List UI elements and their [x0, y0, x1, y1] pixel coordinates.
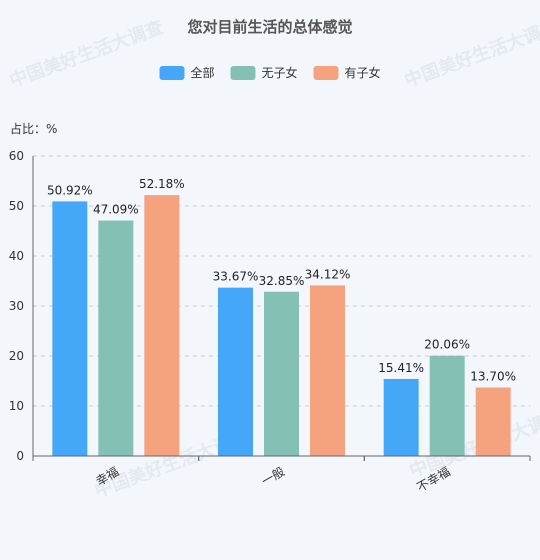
x-tick-label: 幸福: [93, 464, 121, 489]
data-label: 15.41%: [378, 361, 424, 375]
data-label: 34.12%: [305, 267, 351, 281]
bar: [144, 195, 180, 456]
bar: [475, 387, 511, 456]
y-tick-label: 30: [9, 299, 24, 313]
y-tick-label: 60: [9, 149, 24, 163]
legend-label: 无子女: [262, 65, 298, 80]
bar: [310, 285, 345, 456]
legend-swatch: [159, 66, 185, 80]
y-tick-label: 50: [9, 199, 24, 213]
data-label: 52.18%: [139, 177, 185, 191]
bar: [383, 378, 419, 456]
y-tick-label: 10: [9, 399, 24, 413]
legend-label: 全部: [191, 65, 215, 80]
y-tick-label: 0: [16, 449, 24, 463]
data-label: 50.92%: [47, 183, 93, 197]
bar: [264, 291, 299, 456]
chart-title: 您对目前生活的总体感觉: [186, 18, 352, 36]
bars: 50.92%47.09%52.18% 33.67% 32.85% 34.12% 15.4…: [47, 177, 516, 456]
legend: 全部 无子女 有子女: [159, 65, 381, 80]
bar: [218, 287, 253, 456]
y-axis-label: 占比：%: [10, 121, 57, 136]
bar: [98, 220, 134, 456]
data-label: 32.85%: [259, 274, 305, 288]
y-tick-label: 20: [9, 349, 24, 363]
x-tick-label: 不幸福: [414, 464, 453, 495]
x-tick-label: 一般: [259, 464, 287, 489]
bar: [52, 201, 88, 456]
data-label: 33.67%: [213, 270, 259, 284]
bar: [429, 355, 465, 456]
data-label: 13.70%: [470, 370, 516, 384]
y-tick-label: 40: [9, 249, 24, 263]
legend-swatch: [313, 66, 339, 80]
data-label: 47.09%: [93, 203, 139, 217]
legend-swatch: [230, 66, 256, 80]
data-label: 20.06%: [424, 338, 470, 352]
legend-label: 有子女: [345, 65, 381, 80]
